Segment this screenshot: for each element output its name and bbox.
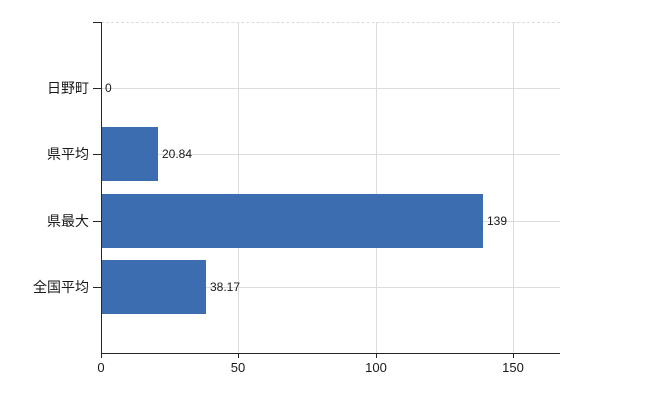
x-tick [101, 353, 102, 358]
x-tick [238, 353, 239, 358]
y-tick [93, 221, 101, 222]
x-gridline [513, 22, 514, 353]
x-tick [376, 353, 377, 358]
category-label: 県平均 [47, 146, 89, 162]
x-axis-line [101, 353, 560, 354]
bar [102, 127, 158, 181]
y-axis-line [101, 22, 102, 358]
x-tick-label: 100 [365, 360, 387, 375]
plot-top-border [101, 22, 560, 23]
x-tick-label: 50 [230, 360, 246, 375]
y-tick [93, 154, 101, 155]
y-gridline [101, 154, 560, 155]
category-label: 日野町 [47, 80, 89, 96]
category-label: 県最大 [47, 213, 89, 229]
bar [102, 194, 483, 248]
y-tick [93, 88, 101, 89]
x-tick-label: 0 [97, 360, 105, 375]
x-gridline [376, 22, 377, 353]
x-tick-label: 150 [502, 360, 524, 375]
bar-value-label: 0 [105, 81, 112, 95]
y-gridline [101, 88, 560, 89]
y-tick [93, 287, 101, 288]
category-label: 全国平均 [33, 279, 89, 295]
bar-value-label: 38.17 [210, 280, 241, 294]
y-gridline [101, 287, 560, 288]
y-axis-end-tick [93, 22, 101, 23]
bar [102, 260, 206, 314]
x-gridline [238, 22, 239, 353]
bar-value-label: 20.84 [162, 147, 193, 161]
bar-value-label: 139 [487, 214, 508, 228]
x-tick [513, 353, 514, 358]
